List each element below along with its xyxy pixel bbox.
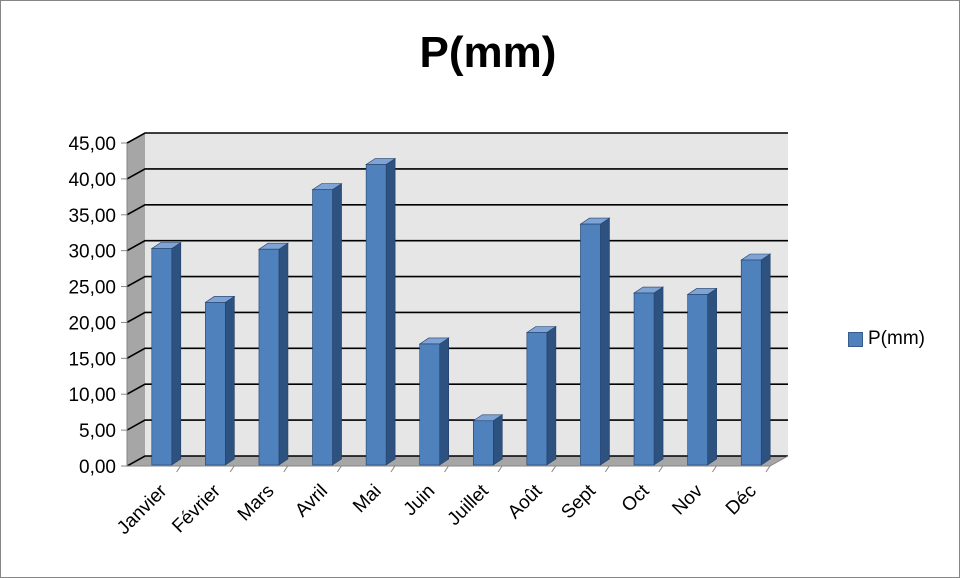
floor	[127, 456, 788, 466]
x-tick-label: Oct	[618, 480, 654, 516]
y-tick-label: 15,00	[68, 349, 116, 370]
bar-side	[225, 295, 235, 466]
x-tick-mark	[336, 465, 342, 473]
x-tick-label: Déc	[722, 481, 761, 520]
y-tick-label: 30,00	[68, 242, 116, 263]
bar-front	[151, 248, 173, 466]
x-tick-mark	[444, 465, 449, 473]
bar-front	[205, 302, 226, 466]
x-tick-label: Janvier	[113, 480, 172, 539]
x-tick-mark	[765, 465, 771, 473]
bar-side	[278, 242, 289, 466]
bar-front	[526, 332, 548, 466]
bar	[633, 286, 665, 466]
bar	[525, 325, 557, 466]
x-tick-label: Juillet	[444, 480, 494, 530]
x-tick-label: Août	[504, 480, 547, 523]
bar-side	[707, 287, 717, 466]
bar	[686, 287, 718, 466]
x-tick-label: Avril	[291, 481, 332, 522]
gridline	[126, 132, 788, 144]
y-tick-label: 45,00	[68, 134, 116, 155]
y-tick-label: 25,00	[68, 278, 116, 299]
y-tick-label: 40,00	[68, 170, 116, 191]
side-wall	[127, 133, 145, 466]
bar-front	[312, 189, 333, 466]
back-wall	[145, 133, 788, 456]
bar-front	[633, 292, 655, 466]
gridline	[126, 311, 788, 324]
bar-front	[472, 420, 494, 466]
gridline	[126, 275, 788, 288]
x-tick-label: Juin	[400, 481, 439, 520]
x-tick-mark	[658, 465, 664, 473]
bar-front	[419, 343, 441, 466]
y-tick-label: 5,00	[79, 421, 116, 442]
bar	[150, 241, 182, 466]
legend-swatch	[848, 331, 863, 347]
y-tick-label: 35,00	[68, 206, 116, 227]
bar-side	[760, 253, 771, 466]
gridline	[126, 419, 788, 431]
bar-front	[258, 248, 280, 466]
bar-side	[171, 241, 182, 466]
bar-front	[365, 164, 387, 466]
x-tick-mark	[604, 465, 610, 473]
x-tick-label: Nov	[668, 480, 707, 519]
x-tick-mark	[176, 465, 181, 473]
bar-side	[385, 157, 396, 466]
bar-side	[600, 217, 610, 466]
x-tick-mark	[551, 465, 557, 473]
bar	[204, 295, 236, 466]
x-tick-mark	[497, 465, 503, 473]
legend-label: P(mm)	[868, 328, 925, 349]
x-tick-mark	[390, 465, 396, 473]
y-tick-label: 10,00	[68, 385, 116, 406]
bar-side	[332, 183, 342, 466]
chart-title: P(mm)	[419, 28, 557, 77]
bar	[365, 157, 397, 466]
y-tick-label: 0,00	[79, 457, 116, 478]
bar	[579, 217, 611, 466]
bar	[472, 414, 504, 466]
gridline	[126, 168, 788, 180]
gridline	[126, 455, 788, 467]
x-tick-label: Sept	[558, 480, 601, 523]
legend: P(mm)	[848, 328, 925, 350]
bar-side	[653, 286, 664, 466]
bar-side	[439, 337, 450, 466]
x-tick-mark	[283, 465, 289, 473]
y-tick-label: 20,00	[68, 313, 116, 334]
bar-front	[580, 223, 601, 466]
gridline	[126, 203, 788, 216]
gridline	[126, 239, 788, 252]
x-tick-label: Mai	[349, 481, 386, 518]
bar	[418, 337, 450, 466]
bar-side	[546, 325, 557, 466]
gridline	[126, 347, 788, 360]
bar	[740, 253, 772, 466]
bar	[311, 183, 343, 466]
bar-front	[687, 294, 708, 466]
gridline	[126, 383, 788, 395]
x-tick-mark	[229, 465, 235, 473]
x-tick-label: Février	[168, 480, 225, 537]
bar-front	[740, 259, 762, 466]
x-tick-mark	[712, 465, 717, 473]
bar-side	[492, 414, 503, 466]
x-tick-label: Mars	[234, 481, 279, 526]
bar	[257, 242, 289, 466]
